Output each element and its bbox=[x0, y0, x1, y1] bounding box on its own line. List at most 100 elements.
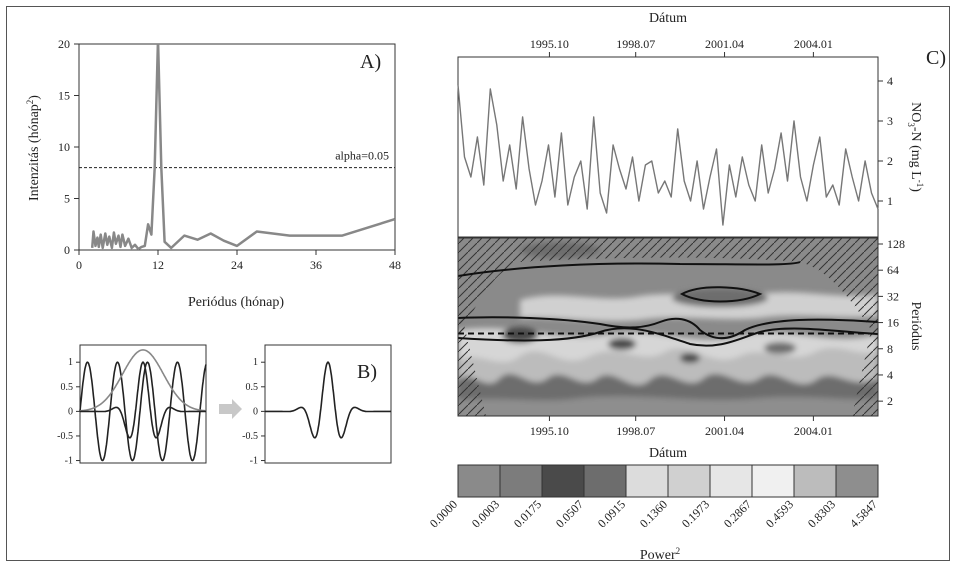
colorbar-level-label: 0.2867 bbox=[721, 497, 754, 530]
chart-b1-envelope-line bbox=[80, 349, 206, 412]
colorbar-level-label: 0.0507 bbox=[553, 497, 586, 530]
chart-b2-y-tick-label: -1 bbox=[250, 456, 258, 467]
colorbar-cell bbox=[541, 464, 585, 498]
chart-b2-plot-area bbox=[264, 344, 392, 464]
colorbar-cell bbox=[667, 464, 711, 498]
colorbar-cell bbox=[709, 464, 753, 498]
chart-b2-y-ticks: -1 -0.5 0 0.5 1 bbox=[242, 357, 265, 467]
chart-c-heatmap-plot-area bbox=[457, 237, 879, 417]
colorbar-level-label: 0.0175 bbox=[511, 497, 544, 530]
colorbar-level-label: 0.0000 bbox=[427, 497, 460, 530]
chart-b1-y-tick-label: -0.5 bbox=[57, 431, 73, 442]
chart-c-cone-of-influence-right bbox=[852, 300, 878, 416]
figure-frame bbox=[6, 6, 950, 561]
colorbar: 0.0000 0.0003 0.0175 0.0507 0.0915 0.1360 0.19… bbox=[427, 464, 880, 563]
chart-c-top-x-tick-label: 1995.10 bbox=[530, 37, 569, 51]
chart-c-top-x-tick-label: 1998.07 bbox=[616, 37, 655, 51]
chart-a-x-axis-label: Periódus (hónap) bbox=[188, 295, 284, 310]
chart-b2-y-tick-label: 0.5 bbox=[246, 382, 259, 393]
colorbar-cell bbox=[835, 464, 879, 498]
chart-a-y-axis-label: Intenzitás (hónap2) bbox=[25, 95, 42, 201]
colorbar-cell bbox=[625, 464, 669, 498]
chart-a-plot-area bbox=[78, 43, 396, 251]
chart-a-x-tick-label: 48 bbox=[389, 258, 401, 272]
chart-c-top-y-tick-label: 2 bbox=[887, 154, 893, 168]
colorbar-cell bbox=[751, 464, 795, 498]
chart-c-top-x-ticks: 1995.10 1998.07 2001.04 2004.01 bbox=[530, 37, 833, 57]
chart-a-y-tick-label: 0 bbox=[64, 243, 70, 257]
colorbar-level-label: 4.5847 bbox=[847, 497, 880, 530]
chart-c-heatmap-x-ticks: 1995.10 1998.07 2001.04 2004.01 bbox=[530, 416, 833, 438]
chart-c-top: Dátum 1995.10 1998.07 2001.04 2004.01 1234 … bbox=[457, 11, 946, 238]
chart-b1-y-ticks: -1 -0.5 0 0.5 1 bbox=[57, 357, 80, 467]
colorbar-cell bbox=[583, 464, 627, 498]
chart-c-top-y-tick-label: 4 bbox=[887, 74, 893, 88]
chart-c-heatmap-y-tick-label: 4 bbox=[887, 368, 893, 382]
chart-b2: -1 -0.5 0 0.5 1 B) bbox=[242, 344, 392, 467]
colorbar-level-label: 0.8303 bbox=[805, 497, 838, 530]
chart-a-x-ticks: 0 12 24 36 48 bbox=[76, 250, 401, 272]
chart-a-y-tick-label: 5 bbox=[64, 192, 70, 206]
chart-b1-y-tick-label: 0.5 bbox=[61, 382, 74, 393]
chart-b1-y-tick-label: 0 bbox=[68, 406, 73, 417]
chart-c-top-title: Dátum bbox=[649, 11, 687, 26]
chart-b2-y-tick-label: -0.5 bbox=[242, 431, 258, 442]
chart-a-x-tick-label: 24 bbox=[231, 258, 243, 272]
chart-b2-y-tick-label: 1 bbox=[253, 357, 258, 368]
colorbar-level-label: 0.4593 bbox=[763, 497, 796, 530]
chart-a-y-tick-label: 10 bbox=[58, 140, 70, 154]
chart-c-heatmap-y-tick-label: 32 bbox=[887, 289, 899, 303]
chart-b1-y-tick-label: -1 bbox=[65, 456, 73, 467]
panel-b-label: B) bbox=[357, 361, 377, 383]
chart-a-threshold-label: alpha=0.05 bbox=[335, 149, 389, 163]
chart-c-heatmap-x-tick-label: 2001.04 bbox=[705, 424, 744, 438]
chart-c-heatmap-x-tick-label: 1998.07 bbox=[616, 424, 655, 438]
chart-a-y-ticks: 0 5 10 15 20 bbox=[58, 37, 79, 257]
colorbar-level-label: 0.0003 bbox=[469, 497, 502, 530]
chart-b1: -1 -0.5 0 0.5 1 bbox=[57, 344, 207, 467]
chart-a-x-tick-label: 0 bbox=[76, 258, 82, 272]
chart-c-top-y-tick-label: 1 bbox=[887, 194, 893, 208]
chart-c-heatmap-y-axis-label: Periódus bbox=[908, 302, 923, 351]
colorbar-cells bbox=[457, 464, 879, 498]
chart-c-top-series-line bbox=[457, 84, 879, 226]
chart-c-heatmap-y-ticks: 2 4 8 16 32 64 128 bbox=[878, 237, 905, 408]
colorbar-label: Power2 bbox=[640, 546, 680, 563]
chart-c-top-y-axis-label: NO3-N (mg L-1) bbox=[906, 102, 925, 192]
chart-c-heatmap-x-tick-label: 2004.01 bbox=[794, 424, 833, 438]
chart-b2-y-tick-label: 0 bbox=[253, 406, 258, 417]
panel-a-label: A) bbox=[360, 51, 381, 73]
chart-a-x-tick-label: 36 bbox=[310, 258, 322, 272]
chart-c-heatmap-y-tick-label: 8 bbox=[887, 342, 893, 356]
chart-c-top-y-tick-label: 3 bbox=[887, 114, 893, 128]
panel-c-label: C) bbox=[926, 47, 946, 69]
colorbar-level-label: 0.1973 bbox=[679, 497, 712, 530]
chart-c-heatmap-y-tick-label: 64 bbox=[887, 263, 899, 277]
colorbar-cell bbox=[499, 464, 543, 498]
chart-a-y-tick-label: 15 bbox=[58, 89, 70, 103]
chart-c-heatmap-field bbox=[458, 238, 878, 416]
chart-c-heatmap-y-tick-label: 128 bbox=[887, 237, 905, 251]
colorbar-cell bbox=[793, 464, 837, 498]
chart-b2-wavelet-line bbox=[265, 361, 391, 439]
chart-b1-y-tick-label: 1 bbox=[68, 357, 73, 368]
chart-b1-wavelet-line bbox=[80, 361, 206, 439]
chart-a-x-tick-label: 12 bbox=[152, 258, 164, 272]
chart-c-heatmap-y-tick-label: 2 bbox=[887, 394, 893, 408]
chart-c-cone-of-influence-left bbox=[458, 300, 486, 416]
chart-c-heatmap-y-tick-label: 16 bbox=[887, 316, 899, 330]
chart-c-cone-of-influence-top bbox=[458, 238, 878, 340]
chart-c-heatmap-x-tick-label: 1995.10 bbox=[530, 424, 569, 438]
arrow-right-icon bbox=[219, 399, 242, 419]
chart-c-top-x-tick-label: 2001.04 bbox=[705, 37, 744, 51]
chart-c-heatmap-x-axis-label: Dátum bbox=[649, 446, 687, 461]
chart-c-top-x-tick-label: 2004.01 bbox=[794, 37, 833, 51]
colorbar-level-label: 0.1360 bbox=[637, 497, 670, 530]
colorbar-labels: 0.0000 0.0003 0.0175 0.0507 0.0915 0.1360 0.19… bbox=[427, 497, 880, 530]
chart-a-series-line bbox=[90, 44, 395, 250]
colorbar-cell bbox=[457, 464, 501, 498]
chart-c-heatmap: 1995.10 1998.07 2001.04 2004.01 2 4 8 16 32 64 12… bbox=[457, 237, 923, 461]
colorbar-level-label: 0.0915 bbox=[595, 497, 628, 530]
chart-a: 0 12 24 36 48 0 5 10 15 20 alpha=0.05 Periódus (… bbox=[25, 37, 401, 310]
